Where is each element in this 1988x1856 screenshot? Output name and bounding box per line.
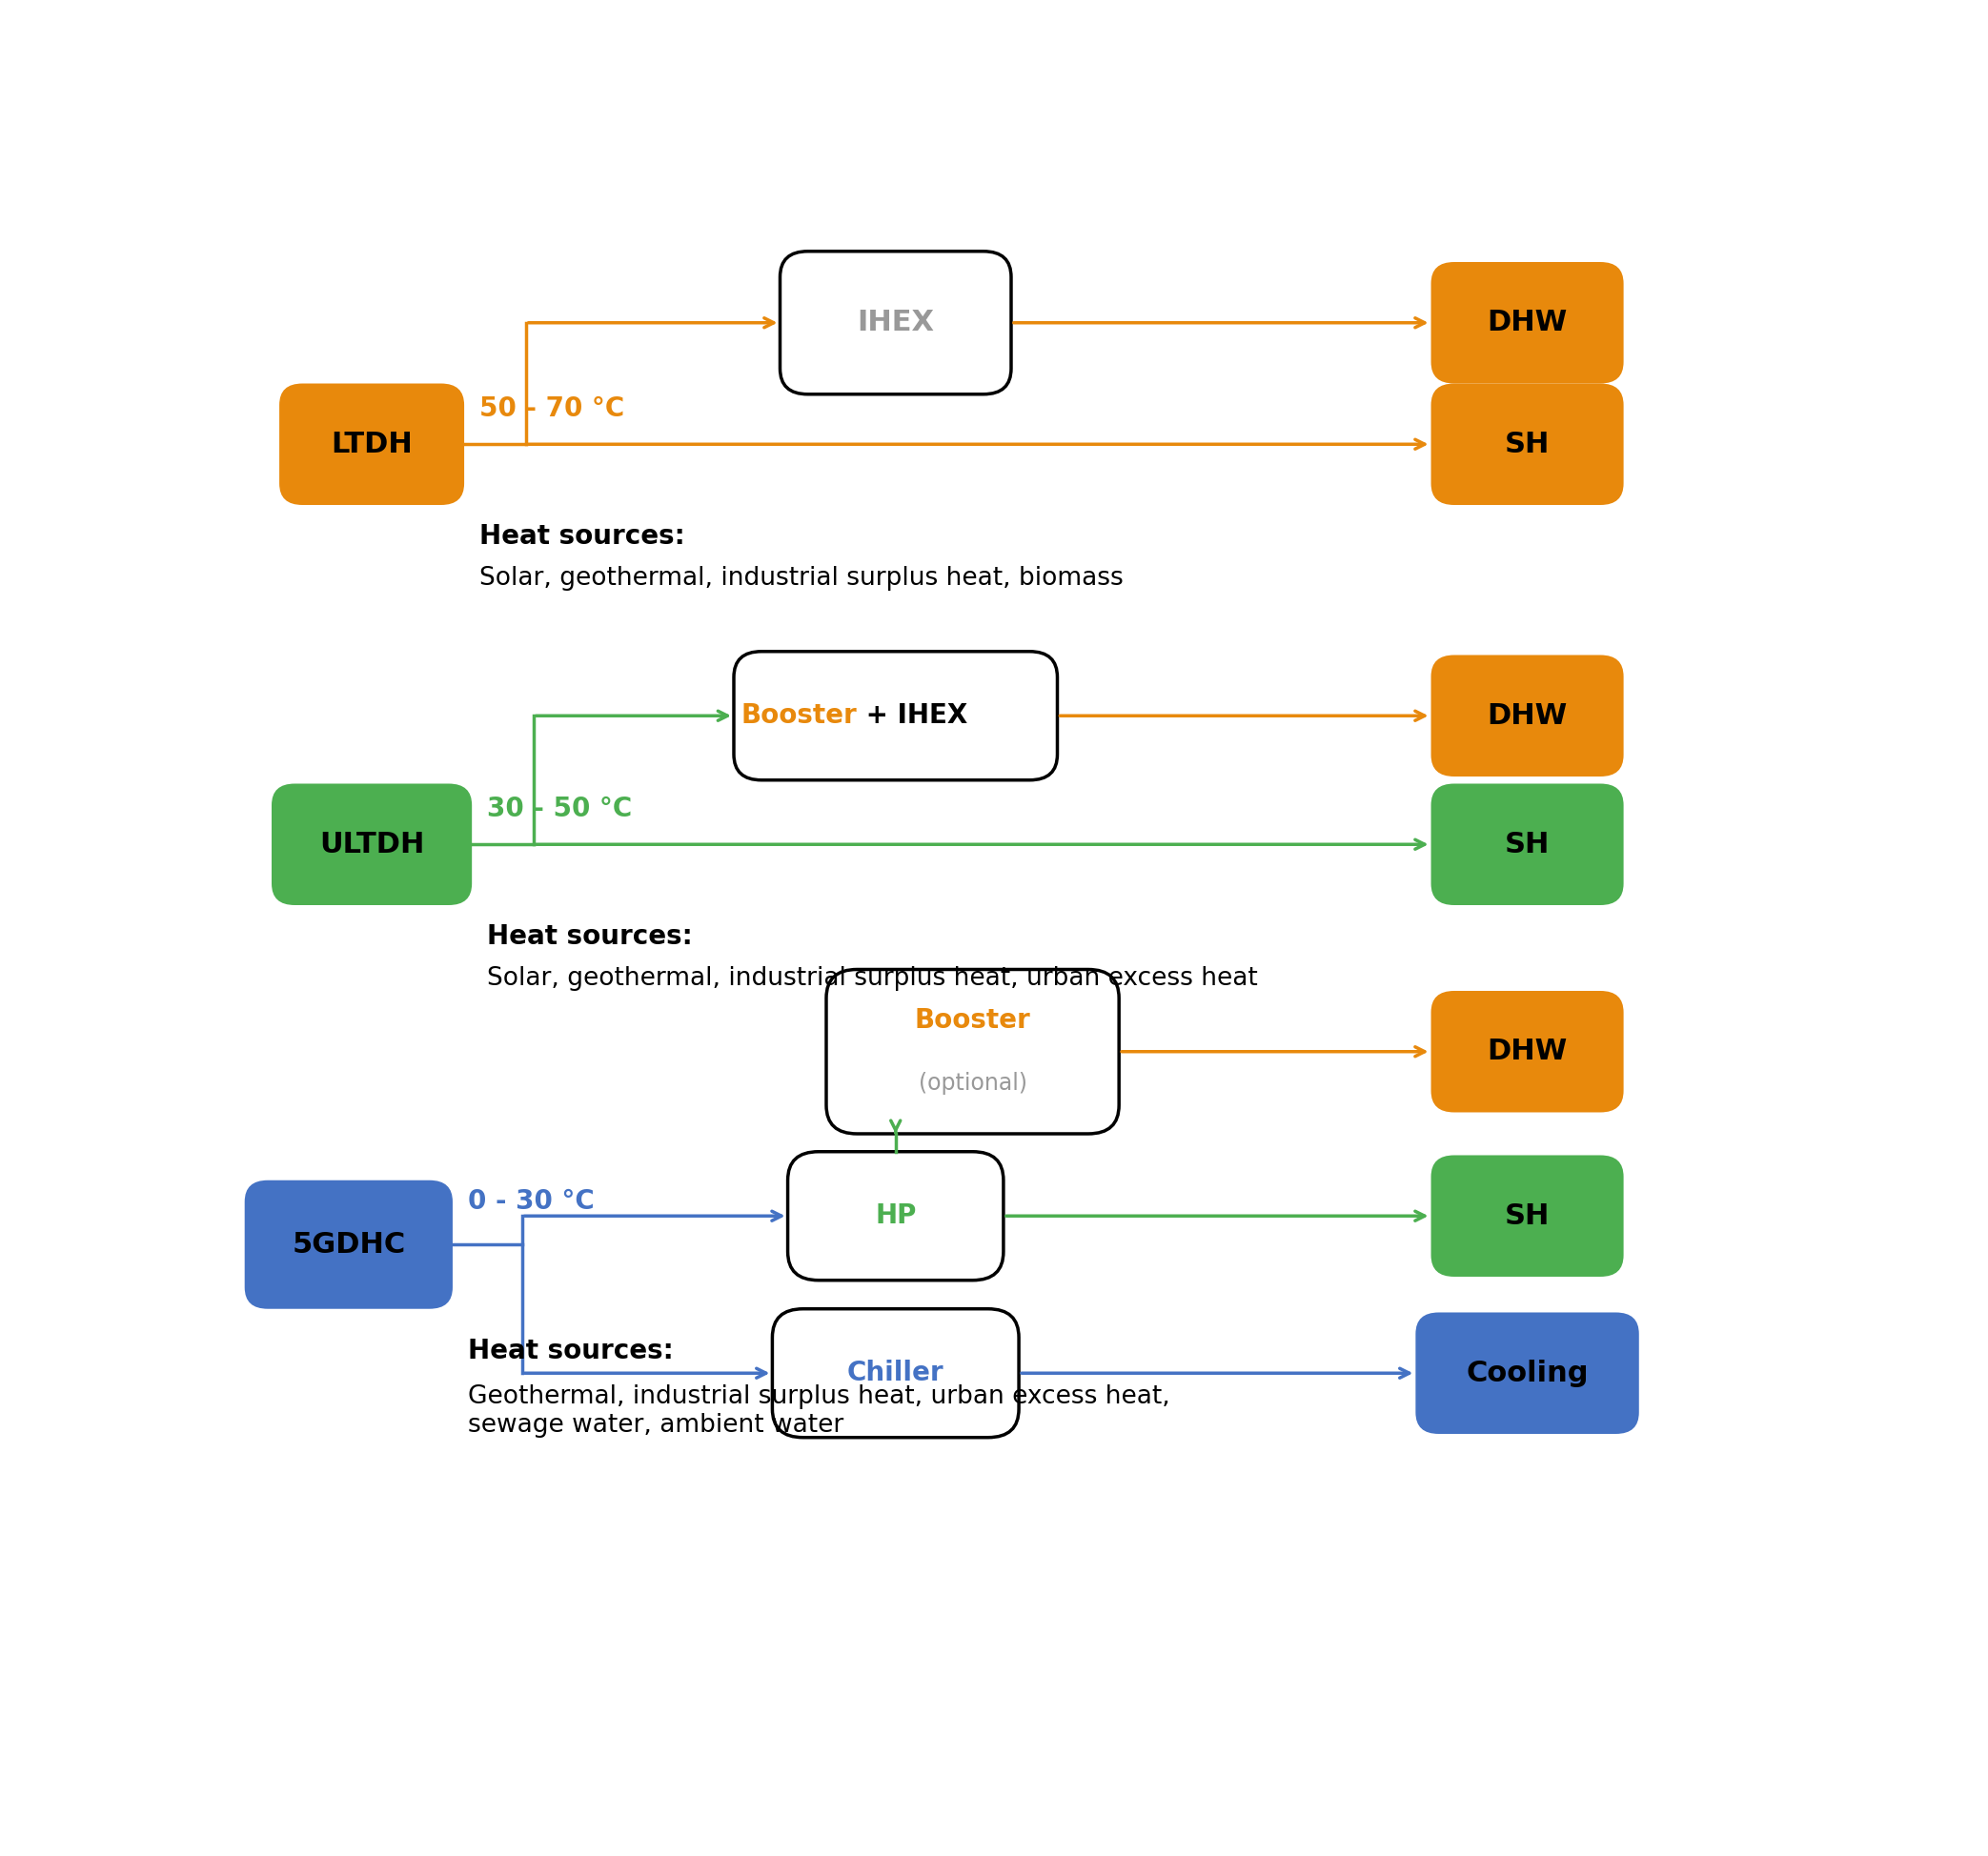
Text: DHW: DHW	[1487, 308, 1567, 336]
Text: Solar, geothermal, industrial surplus heat, urban excess heat: Solar, geothermal, industrial surplus he…	[487, 965, 1258, 991]
Text: IHEX: IHEX	[857, 308, 934, 336]
FancyBboxPatch shape	[787, 1151, 1004, 1281]
FancyBboxPatch shape	[1431, 655, 1624, 776]
FancyBboxPatch shape	[734, 651, 1058, 780]
FancyBboxPatch shape	[1415, 1312, 1638, 1435]
Text: 5GDHC: 5GDHC	[292, 1231, 406, 1258]
Text: + IHEX: + IHEX	[857, 702, 968, 729]
FancyBboxPatch shape	[272, 783, 471, 906]
Text: Booster: Booster	[742, 702, 857, 729]
FancyBboxPatch shape	[1431, 991, 1624, 1112]
FancyBboxPatch shape	[1431, 783, 1624, 906]
FancyBboxPatch shape	[779, 251, 1012, 393]
Text: Chiller: Chiller	[847, 1360, 944, 1386]
FancyBboxPatch shape	[1431, 262, 1624, 384]
Text: ULTDH: ULTDH	[320, 831, 423, 857]
Text: DHW: DHW	[1487, 1038, 1567, 1065]
FancyBboxPatch shape	[771, 1308, 1018, 1437]
Text: LTDH: LTDH	[330, 431, 414, 458]
Text: Cooling: Cooling	[1465, 1359, 1588, 1386]
Text: Solar, geothermal, industrial surplus heat, biomass: Solar, geothermal, industrial surplus he…	[479, 566, 1123, 590]
FancyBboxPatch shape	[278, 384, 463, 505]
Text: 0 - 30 °C: 0 - 30 °C	[467, 1188, 594, 1216]
Text: Heat sources:: Heat sources:	[487, 922, 694, 950]
FancyBboxPatch shape	[245, 1180, 453, 1308]
Text: Geothermal, industrial surplus heat, urban excess heat,
sewage water, ambient wa: Geothermal, industrial surplus heat, urb…	[467, 1385, 1171, 1438]
Text: 50 - 70 °C: 50 - 70 °C	[479, 395, 624, 421]
Text: SH: SH	[1505, 431, 1551, 458]
Text: Booster: Booster	[914, 1006, 1030, 1034]
FancyBboxPatch shape	[1431, 1154, 1624, 1277]
Text: SH: SH	[1505, 1203, 1551, 1231]
Text: (optional): (optional)	[918, 1071, 1028, 1095]
Text: 30 - 50 °C: 30 - 50 °C	[487, 796, 632, 822]
Text: Heat sources:: Heat sources:	[479, 523, 686, 549]
Text: HP: HP	[875, 1203, 916, 1229]
Text: DHW: DHW	[1487, 702, 1567, 729]
FancyBboxPatch shape	[1431, 384, 1624, 505]
Text: Heat sources:: Heat sources:	[467, 1338, 674, 1364]
FancyBboxPatch shape	[827, 969, 1119, 1134]
Text: SH: SH	[1505, 831, 1551, 857]
